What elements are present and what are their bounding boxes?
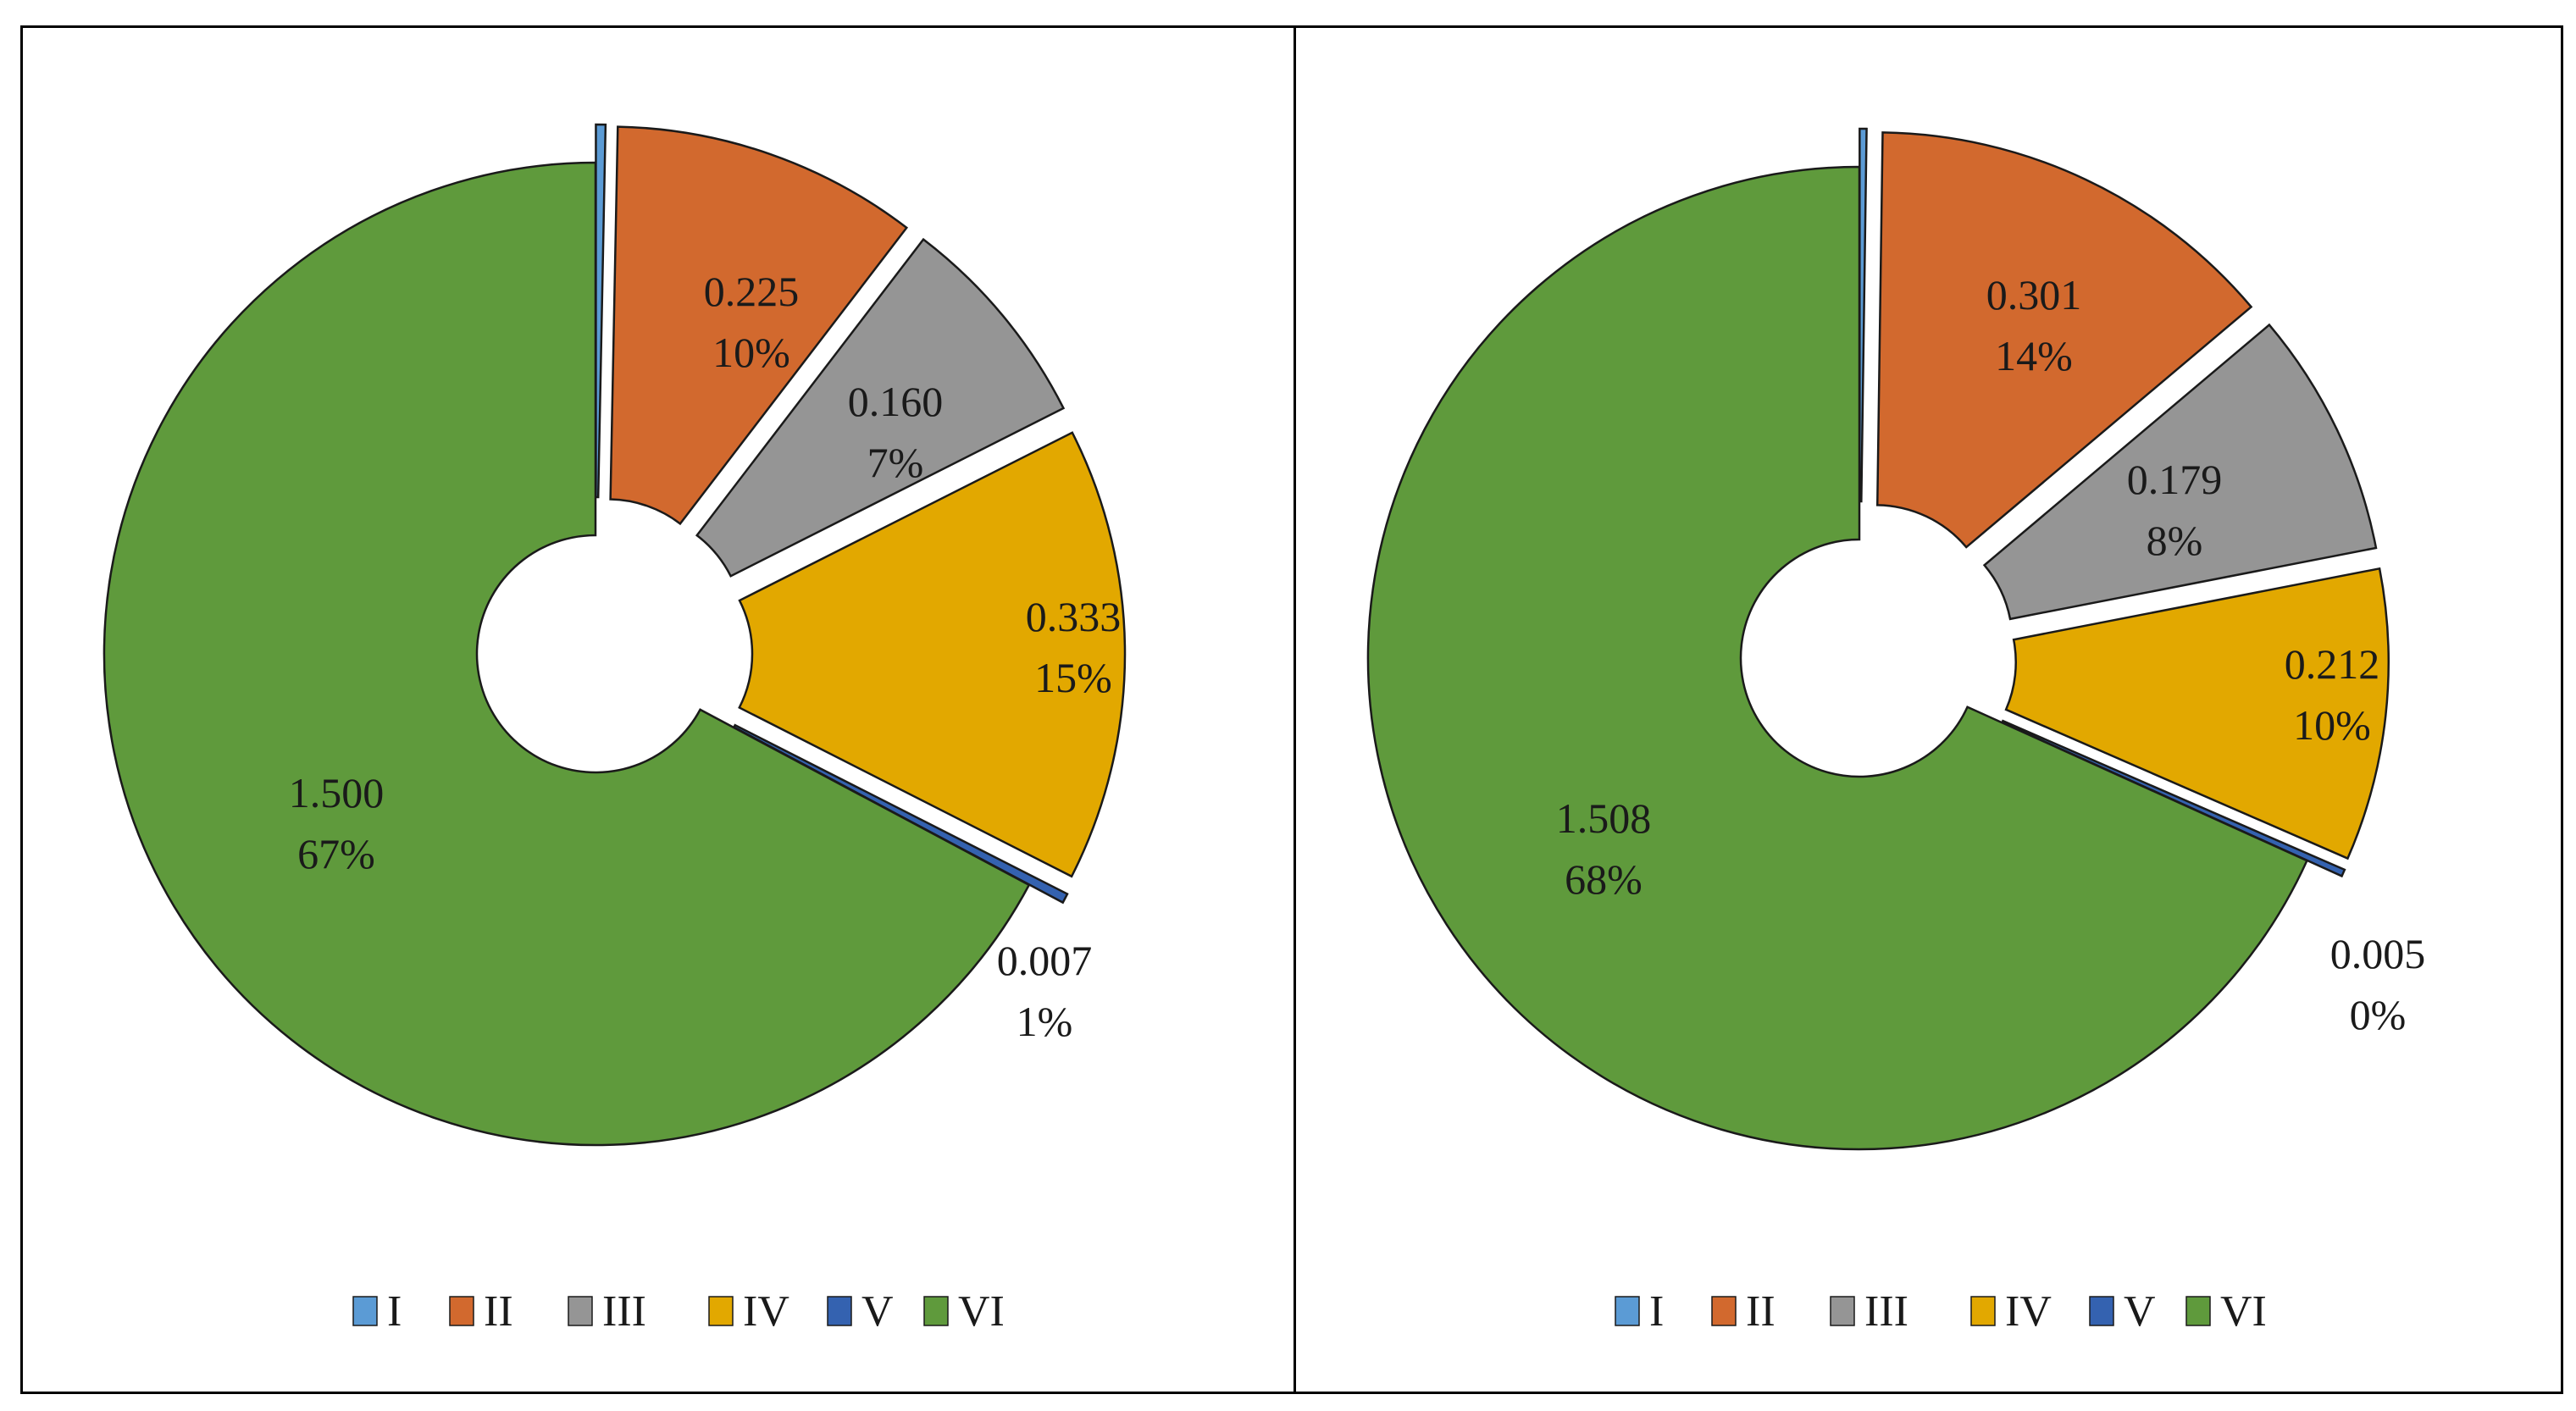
legend-label-iv: IV: [743, 1287, 789, 1336]
data-label-percent: 67%: [297, 830, 375, 877]
data-label-percent: 10%: [2293, 701, 2371, 749]
data-label-value: 0.005: [2330, 930, 2426, 977]
legend-swatch-v: [827, 1296, 852, 1326]
legend-swatch-iii: [568, 1296, 593, 1326]
legend-swatch-iv: [708, 1296, 734, 1326]
legend-swatch-vi: [923, 1296, 949, 1326]
data-label-value: 0.333: [1026, 593, 1122, 640]
data-label-value: 1.500: [289, 769, 385, 816]
legend-label-i: I: [1649, 1287, 1664, 1336]
data-label-value: 0.179: [2127, 456, 2223, 503]
legend-swatch-i: [1615, 1296, 1640, 1326]
data-label-percent: 10%: [712, 329, 790, 376]
legend-swatch-ii: [1711, 1296, 1737, 1326]
legend-swatch-i: [352, 1296, 378, 1326]
data-label-value: 0.212: [2285, 640, 2380, 688]
data-label-percent: 15%: [1034, 654, 1112, 701]
data-label-percent: 1%: [1017, 998, 1073, 1045]
slice-iv: [738, 431, 1127, 878]
slice-ii: [609, 125, 909, 526]
slice-i: [1859, 127, 1868, 503]
data-label-percent: 8%: [2147, 517, 2203, 564]
data-label-value: 1.508: [1556, 794, 1652, 842]
panel-divider: [1294, 28, 1296, 1392]
legend-label-vi: VI: [958, 1287, 1005, 1336]
slice-ii: [1875, 131, 2253, 549]
data-label-percent: 14%: [1995, 332, 2073, 379]
slice-i: [595, 123, 607, 499]
data-label-percent: 0%: [2350, 991, 2407, 1038]
legend-swatch-iii: [1830, 1296, 1855, 1326]
legend-label-v: V: [2124, 1287, 2156, 1336]
slice-iv: [2004, 567, 2390, 860]
data-label-value: 0.160: [848, 378, 944, 425]
legend-swatch-v: [2089, 1296, 2114, 1326]
data-label-value: 0.225: [704, 268, 800, 315]
legend-swatch-iv: [1970, 1296, 1996, 1326]
figure-frame: 0.225 10% 0.160 7% 0.333 15% 0.007 1% 1.500 67% I I…: [20, 25, 2563, 1394]
slice-vi: [1366, 165, 2309, 1151]
legend-label-i: I: [387, 1287, 402, 1336]
data-label-value: 0.007: [997, 937, 1093, 984]
data-label-value: 0.301: [1986, 271, 2082, 318]
legend-label-iv: IV: [2005, 1287, 2052, 1336]
legend-label-iii: III: [602, 1287, 646, 1336]
legend-label-vi: VI: [2220, 1287, 2267, 1336]
slice-iii: [1982, 323, 2378, 621]
data-label-percent: 68%: [1565, 855, 1643, 903]
legend-swatch-ii: [449, 1296, 474, 1326]
data-label-percent: 7%: [867, 439, 924, 486]
legend-label-ii: II: [1746, 1287, 1776, 1336]
legend-swatch-vi: [2185, 1296, 2211, 1326]
legend-label-ii: II: [484, 1287, 513, 1336]
legend-label-iii: III: [1864, 1287, 1908, 1336]
slice-iii: [695, 237, 1066, 578]
legend-label-v: V: [861, 1287, 894, 1336]
slice-vi: [102, 161, 1031, 1147]
